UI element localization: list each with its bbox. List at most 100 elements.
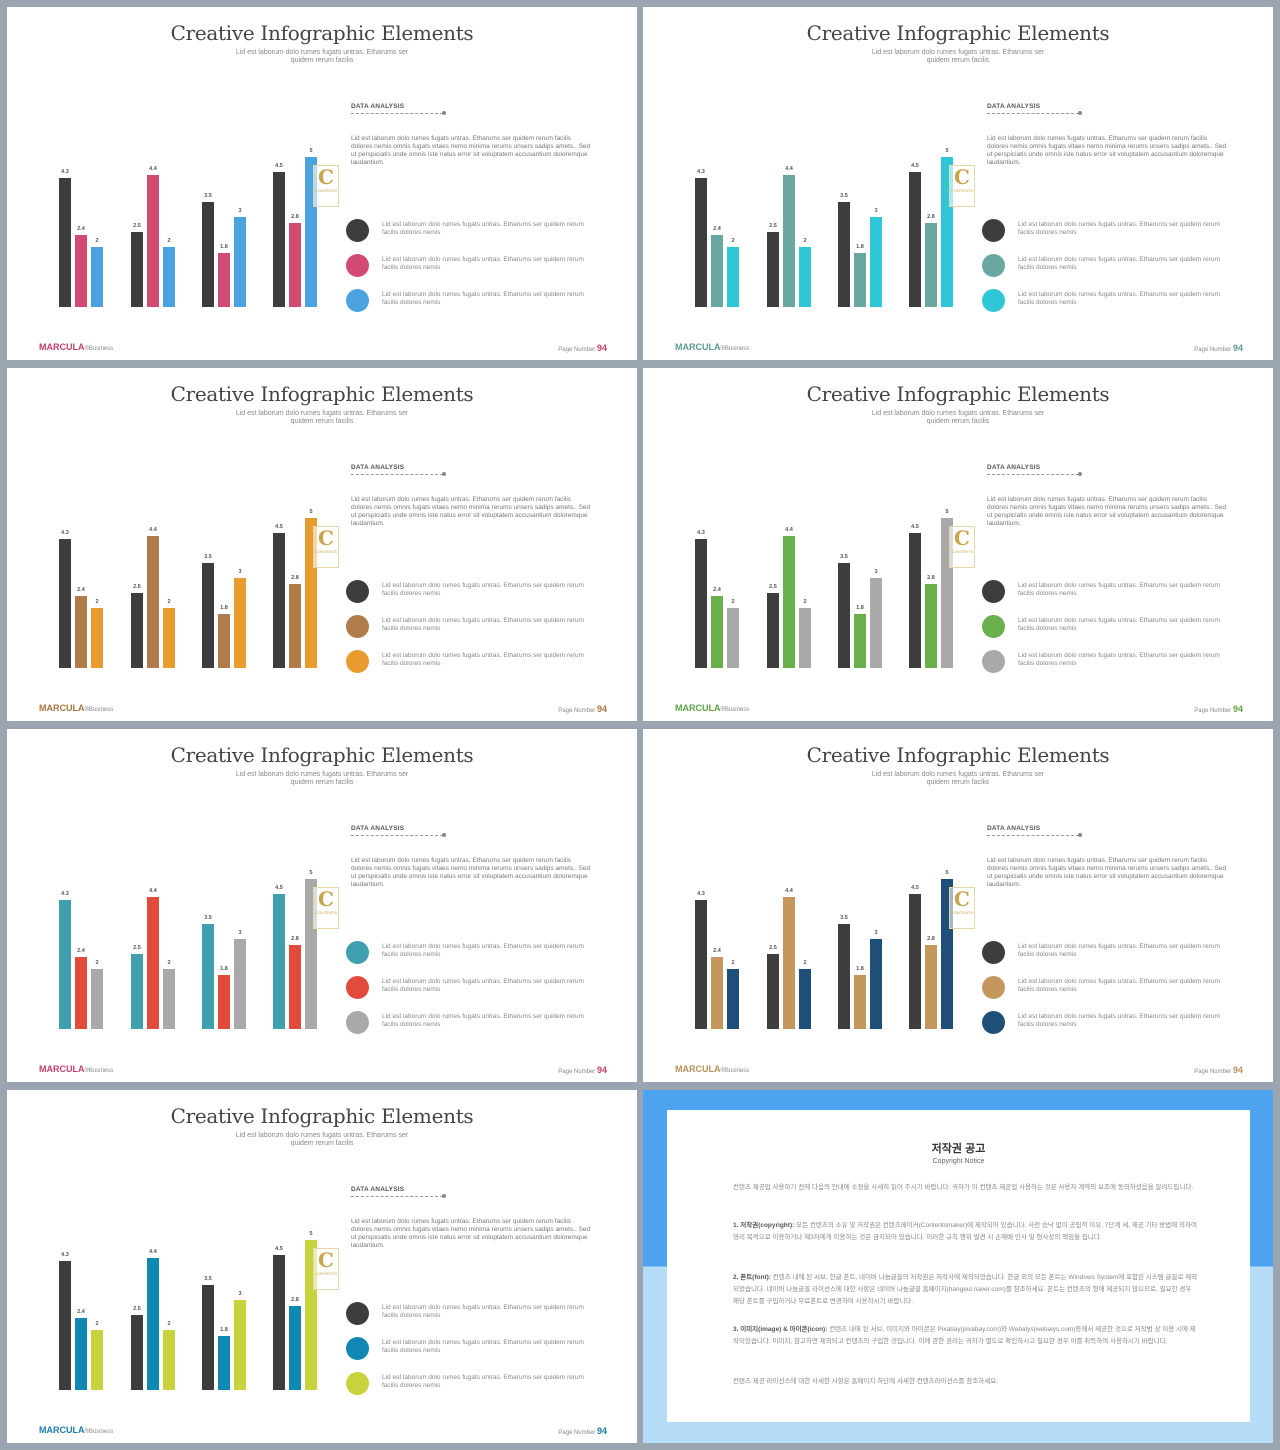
slide-5: 4.3 2.4 2 2.5 4.4 2 3.5 1.8 3 4.5 2.8 5 Creative Inf… (7, 729, 637, 1082)
bar-g2-s1 (131, 593, 143, 668)
bar-value-label: 2.8 (291, 214, 299, 220)
bar-chart: 4.3 2.4 2 2.5 4.4 2 3.5 1.8 3 4.5 2.8 5 (695, 509, 953, 668)
data-analysis-dot (1078, 833, 1082, 837)
brand-name: MARCULA (39, 1064, 85, 1074)
data-analysis-label: DATA ANALYSIS (987, 103, 1041, 110)
data-analysis-label: DATA ANALYSIS (351, 1186, 405, 1193)
data-analysis-label: DATA ANALYSIS (351, 464, 405, 471)
bar-value-label: 2.4 (77, 1309, 86, 1315)
data-analysis-label: DATA ANALYSIS (351, 825, 405, 832)
copyright-intro: 컨텐츠 제공업 사용하기 전에 다음의 안내에 소정을 사세히 읽어 주시기 바… (733, 1184, 1194, 1191)
page-number-value: 94 (1232, 1065, 1243, 1075)
legend-text: Lid est laborum dolo rumes fugats untras… (1018, 617, 1220, 632)
copyright-section-2: 2. 폰트(font): 컨텐츠 내에 된 서브, 한글 폰트, 네이버 나눔글… (733, 1272, 1199, 1308)
legend-text: Lid est laborum dolo rumes fugats untras… (382, 1013, 584, 1028)
legend-item-1: Lid est laborum dolo rumes fugats untras… (346, 941, 606, 967)
watermark-text: CONTENTS (315, 549, 337, 554)
data-analysis-divider (351, 474, 443, 475)
legend-text: Lid est laborum dolo rumes fugats untras… (1018, 943, 1220, 958)
watermark-text: CONTENTS (315, 1271, 337, 1276)
copyright-slide: 저작권 공고 Copyright Notice 컨텐츠 제공업 사용하기 전에 … (643, 1090, 1273, 1443)
brand-suffix: ®Business (84, 1429, 114, 1435)
bar-value-label: 5 (945, 509, 948, 515)
bar-value-label: 1.8 (856, 605, 864, 611)
legend-item-2: Lid est laborum dolo rumes fugats untras… (982, 615, 1242, 641)
copyright-title: 저작권 공고 (931, 1143, 986, 1155)
bar-g2-s1 (131, 232, 143, 307)
data-analysis-text: Lid est laborum dolo rumes fugats untras… (987, 857, 1227, 888)
watermark-logo: C CONTENTS (313, 165, 339, 207)
brand-logo: MARCULA®Business (39, 342, 113, 352)
bar-value-label: 2 (167, 599, 170, 605)
watermark-text: CONTENTS (315, 188, 337, 193)
bar-g1-s3 (91, 247, 103, 307)
bar-g1-s3 (727, 247, 739, 307)
bar-g4-s2 (289, 584, 301, 668)
slide-subtitle: Lid est laborum dolo rumes fugats untras… (871, 771, 1045, 786)
bar-g1-s3 (91, 608, 103, 668)
bar-g3-s3 (234, 939, 246, 1029)
legend-item-2: Lid est laborum dolo rumes fugats untras… (982, 976, 1242, 1002)
bar-g2-s1 (767, 593, 779, 668)
bar-g4-s1 (273, 172, 285, 307)
bar-value-label: 3.5 (204, 1276, 212, 1282)
bar-g2-s1 (767, 954, 779, 1029)
bar-value-label: 2.4 (713, 226, 722, 232)
legend-item-3: Lid est laborum dolo rumes fugats untras… (346, 1372, 606, 1398)
bar-value-label: 4.3 (61, 1252, 69, 1258)
bar-g1-s1 (59, 539, 71, 668)
brand-logo: MARCULA®Business (39, 703, 113, 713)
brand-logo: MARCULA®Business (675, 1064, 749, 1074)
bar-value-label: 2.8 (927, 936, 935, 942)
bar-g2-s3 (163, 608, 175, 668)
brand-suffix: ®Business (720, 346, 750, 352)
bar-g2-s2 (783, 536, 795, 668)
brand-name: MARCULA (39, 703, 85, 713)
bar-g3-s2 (854, 975, 866, 1029)
page-number: Page Number 94 (558, 343, 607, 353)
bar-g4-s2 (925, 945, 937, 1029)
bar-g3-s2 (854, 253, 866, 307)
legend-dot-2 (346, 976, 369, 999)
page-number-value: 94 (596, 1065, 607, 1075)
legend-text: Lid est laborum dolo rumes fugats untras… (1018, 652, 1220, 667)
brand-name: MARCULA (39, 1425, 85, 1435)
bar-g3-s2 (218, 253, 230, 307)
data-analysis-dot (1078, 111, 1082, 115)
slide-title: Creative Infographic Elements (170, 21, 474, 45)
bar-value-label: 4.5 (275, 1246, 283, 1252)
watermark-logo: C CONTENTS (313, 887, 339, 929)
bar-g4-s1 (273, 1255, 285, 1390)
bar-g3-s1 (838, 924, 850, 1029)
page-number-value: 94 (1232, 704, 1243, 714)
data-analysis-text: Lid est laborum dolo rumes fugats untras… (987, 135, 1227, 166)
legend-text: Lid est laborum dolo rumes fugats untras… (1018, 291, 1220, 306)
page-number: Page Number 94 (1194, 704, 1243, 714)
page-number-label: Page Number (1194, 1069, 1232, 1075)
legend-item-3: Lid est laborum dolo rumes fugats untras… (982, 1011, 1242, 1037)
page-number: Page Number 94 (558, 1065, 607, 1075)
slide-1: 4.3 2.4 2 2.5 4.4 2 3.5 1.8 3 4.5 2.8 5 Creative Inf… (7, 7, 637, 360)
page-number-label: Page Number (558, 1430, 596, 1436)
bar-g2-s3 (163, 969, 175, 1029)
watermark-text: CONTENTS (315, 910, 337, 915)
legend-text: Lid est laborum dolo rumes fugats untras… (382, 978, 584, 993)
page-number-value: 94 (596, 343, 607, 353)
slide-subtitle: Lid est laborum dolo rumes fugats untras… (235, 771, 409, 786)
data-analysis-divider (987, 474, 1079, 475)
bar-value-label: 5 (945, 148, 948, 154)
page-number: Page Number 94 (558, 704, 607, 714)
bar-value-label: 2.4 (77, 587, 86, 593)
bar-chart: 4.3 2.4 2 2.5 4.4 2 3.5 1.8 3 4.5 2.8 5 (59, 1231, 317, 1390)
bar-g3-s2 (218, 1336, 230, 1390)
bar-g1-s2 (711, 235, 723, 307)
copyright-section-3-head: 3. 이미지(image) & 아이콘(icon): (733, 1326, 828, 1333)
bar-value-label: 4.4 (149, 1249, 158, 1255)
data-analysis-label: DATA ANALYSIS (987, 464, 1041, 471)
bar-g3-s1 (202, 924, 214, 1029)
data-analysis-divider (351, 835, 443, 836)
bar-g2-s3 (163, 1330, 175, 1390)
legend-dot-2 (346, 254, 369, 277)
bar-value-label: 4.5 (911, 885, 919, 891)
bar-value-label: 2.5 (133, 223, 141, 229)
